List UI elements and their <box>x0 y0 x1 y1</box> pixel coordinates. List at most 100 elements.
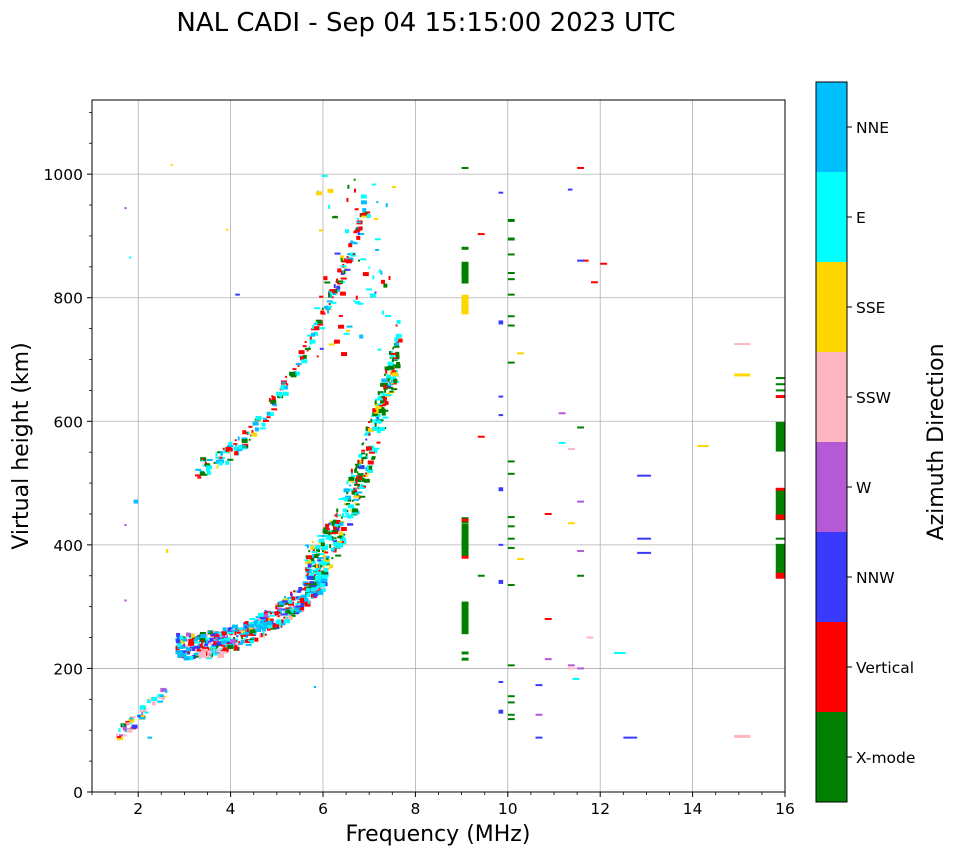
echo-point <box>558 412 566 415</box>
echo-point <box>697 445 709 447</box>
echo-point <box>205 633 208 638</box>
echo-point <box>331 536 334 541</box>
echo-point <box>393 357 398 360</box>
echo-point <box>281 381 286 384</box>
echo-point <box>293 606 300 611</box>
echo-point <box>262 621 269 626</box>
echo-point <box>251 622 258 627</box>
echo-point <box>383 384 388 389</box>
axis-ticks: 2 4 6 8 10 12 14 16 0 200 400 600 800 1000 <box>44 111 795 818</box>
echo-point <box>117 736 122 739</box>
echo-point <box>262 613 269 618</box>
echo-point <box>302 588 307 591</box>
echo-point <box>305 560 312 565</box>
echo-point <box>507 315 515 318</box>
echo-point <box>391 370 398 375</box>
echo-point <box>248 425 253 428</box>
echo-point <box>208 630 211 633</box>
echo-point <box>159 695 164 698</box>
echo-point <box>498 414 504 417</box>
echo-point <box>230 641 233 646</box>
echo-point <box>268 617 271 622</box>
echo-point <box>239 444 246 447</box>
echo-point <box>358 474 363 479</box>
echo-point <box>461 657 469 661</box>
x-tick-label: 8 <box>410 800 420 818</box>
echo-point <box>207 652 210 657</box>
echo-point <box>507 525 515 528</box>
echo-point <box>309 336 312 341</box>
echo-point <box>395 351 400 356</box>
echo-point <box>386 374 391 379</box>
echo-point <box>343 497 348 502</box>
x-axis-label: Frequency (MHz) <box>346 822 531 847</box>
echo-point <box>309 339 316 344</box>
echo-point <box>376 201 379 204</box>
echo-point <box>383 283 388 288</box>
echo-point <box>255 625 262 628</box>
echo-point <box>313 326 320 331</box>
echo-point <box>210 649 215 652</box>
echo-point <box>129 717 134 720</box>
echo-point <box>122 734 127 737</box>
echo-point <box>238 643 243 646</box>
echo-point <box>180 639 185 644</box>
echo-point <box>243 626 246 631</box>
echo-point <box>216 456 223 459</box>
echo-point <box>197 643 200 646</box>
echo-point <box>306 567 311 570</box>
echo-point <box>637 551 652 554</box>
echo-point <box>266 411 271 416</box>
echo-point <box>393 378 398 383</box>
echo-point <box>147 736 153 739</box>
echo-point <box>118 734 123 737</box>
echo-point <box>365 453 368 458</box>
echo-point <box>535 736 543 739</box>
echo-point <box>281 608 288 611</box>
echo-point <box>348 476 355 481</box>
echo-point <box>165 549 169 554</box>
echo-point <box>312 325 315 330</box>
echo-point <box>360 194 367 199</box>
echo-point <box>269 612 272 615</box>
echo-point <box>332 293 337 296</box>
echo-point <box>517 558 524 561</box>
echo-point <box>255 415 262 420</box>
echo-point <box>304 347 311 350</box>
echo-point <box>353 242 358 245</box>
echo-point <box>327 309 330 314</box>
colorbar-swatch <box>816 172 847 262</box>
echo-point <box>288 599 293 604</box>
echo-point <box>363 478 370 483</box>
echo-point <box>477 435 485 438</box>
echo-point <box>220 631 227 636</box>
echo-point <box>370 418 373 423</box>
echo-point <box>182 646 187 649</box>
echo-point <box>310 332 315 337</box>
echo-point <box>371 457 376 460</box>
colorbar-label: NNE <box>856 119 889 137</box>
echo-point <box>361 452 366 455</box>
echo-point <box>366 468 373 473</box>
echo-point <box>347 184 350 189</box>
echo-point <box>294 370 297 375</box>
echo-point <box>326 537 333 540</box>
echo-point <box>507 664 515 667</box>
echo-point <box>354 483 361 486</box>
colorbar-label: Vertical <box>856 659 914 677</box>
echo-point <box>355 465 360 468</box>
echo-point <box>202 458 205 461</box>
echo-point <box>374 398 379 401</box>
y-axis-label: Virtual height (km) <box>9 342 34 549</box>
echo-point <box>339 255 344 260</box>
echo-point <box>254 427 259 432</box>
echo-point <box>266 416 271 419</box>
echo-point <box>517 352 524 355</box>
echo-point <box>394 343 397 346</box>
echo-point <box>287 615 292 620</box>
echo-point <box>321 570 328 575</box>
echo-point <box>322 554 325 557</box>
echo-point <box>372 275 375 280</box>
echo-point <box>355 487 358 490</box>
echo-point <box>213 461 216 464</box>
